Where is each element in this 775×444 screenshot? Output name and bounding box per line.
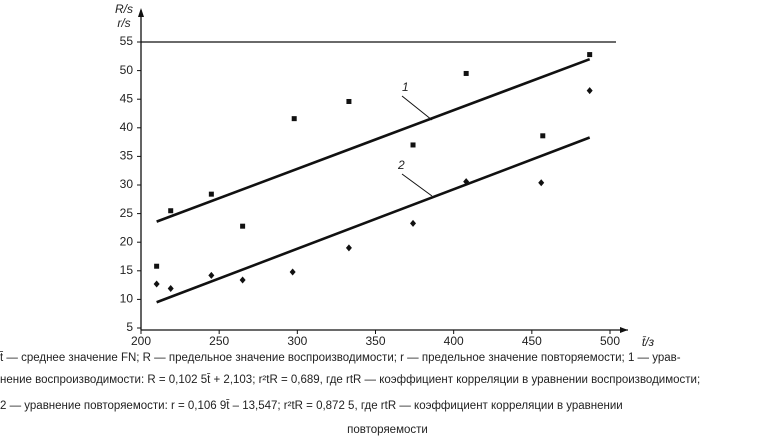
x-tick-label: 300 [287, 334, 307, 348]
point [346, 98, 352, 104]
regression-line [156, 136, 591, 304]
y-tick-label: 50 [120, 63, 134, 77]
point [153, 280, 160, 288]
point [587, 52, 593, 58]
x-tick-label: 250 [209, 334, 229, 348]
point [345, 244, 352, 252]
point [208, 271, 215, 279]
line-label: 1 [402, 80, 409, 94]
point [586, 87, 593, 95]
y-tick-label: 45 [120, 91, 134, 105]
y-tick-label: 20 [120, 234, 134, 248]
x-tick-label: 500 [600, 334, 620, 348]
point [463, 178, 470, 186]
point [168, 208, 174, 214]
point [208, 191, 214, 197]
y-label: r/s [117, 16, 130, 30]
chart: R/s r/s t̄/з 1 2 5 10 15 20 25 30 35 40 45 50 55 20… [115, 2, 655, 349]
y-tick-label: 25 [120, 206, 134, 220]
point [463, 70, 469, 76]
y-label: R/s [115, 2, 133, 16]
x-tick-label: 450 [522, 334, 542, 348]
leader [401, 173, 433, 197]
y-tick-label: 35 [120, 149, 134, 163]
point [289, 268, 296, 276]
y-tick-label: 30 [120, 177, 134, 191]
y-tick-label: 5 [126, 320, 133, 334]
point [540, 133, 546, 139]
y-arrow [138, 8, 144, 17]
caption-line: 2 — уравнение повторяемости: r = 0,106 9… [0, 400, 623, 412]
x-tick-label: 200 [131, 334, 151, 348]
y-tick-label: 10 [120, 292, 134, 306]
line-label: 2 [397, 158, 405, 172]
x-tick-label: 400 [444, 334, 464, 348]
regression-line [156, 57, 591, 223]
y-tick-label: 40 [120, 120, 134, 134]
caption-line: повторяемости [347, 424, 428, 436]
y-tick-label: 55 [120, 34, 134, 48]
x-label: t̄/з [642, 335, 655, 349]
point [167, 285, 174, 293]
x-tick-label: 350 [365, 334, 385, 348]
point [291, 116, 297, 122]
caption-line: t̄ — среднее значение FN; R — предельное… [0, 352, 681, 364]
point [410, 142, 416, 148]
point [239, 276, 246, 284]
point [154, 263, 160, 269]
point [240, 223, 246, 229]
y-tick-label: 15 [120, 263, 134, 277]
point [538, 179, 545, 187]
point [410, 219, 417, 227]
x-arrow [620, 327, 628, 333]
caption-line: нение воспроизводимости: R = 0,102 5t̄ +… [0, 374, 701, 386]
leader [401, 95, 433, 121]
